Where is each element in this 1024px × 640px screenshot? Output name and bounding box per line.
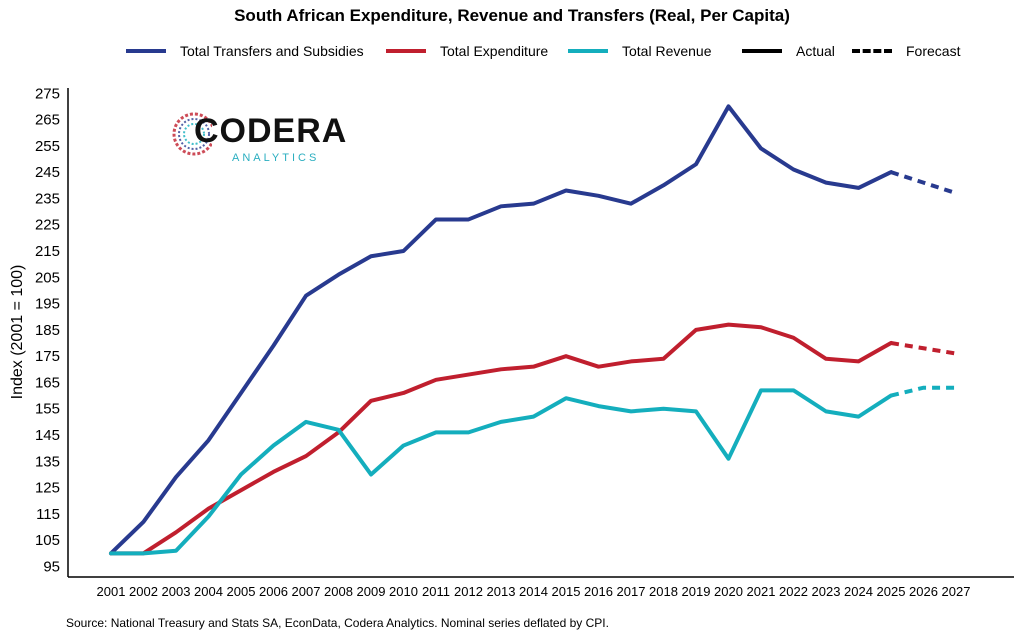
series-line-forecast-2 (890, 385, 956, 398)
x-tick-label: 2010 (389, 584, 418, 599)
y-tick-label: 155 (35, 401, 60, 418)
x-tick-label: 2004 (194, 584, 223, 599)
legend-swatch-actual (742, 49, 782, 53)
x-tick-label: 2012 (454, 584, 483, 599)
logo-subtitle: ANALYTICS (232, 152, 320, 164)
y-tick-label: 225 (35, 217, 60, 234)
y-tick-label: 145 (35, 427, 60, 444)
x-tick-label: 2026 (909, 584, 938, 599)
y-tick-label: 195 (35, 296, 60, 313)
y-axis-label: Index (2001 = 100) (9, 265, 26, 400)
y-tick-label: 235 (35, 190, 60, 207)
y-tick-label: 175 (35, 348, 60, 365)
x-tick-label: 2018 (649, 584, 678, 599)
x-tick-label: 2017 (617, 584, 646, 599)
x-tick-label: 2002 (129, 584, 158, 599)
y-tick-label: 265 (35, 112, 60, 129)
x-tick-label: 2011 (422, 584, 450, 599)
series-line-forecast-0 (890, 170, 957, 196)
x-tick-label: 2008 (324, 584, 353, 599)
x-tick-label: 2006 (259, 584, 288, 599)
y-tick-label: 125 (35, 480, 60, 497)
x-tick-label: 2023 (812, 584, 841, 599)
legend-swatch-transfers (126, 49, 166, 53)
codera-logo: CODERA ANALYTICS (172, 106, 352, 168)
series-line-forecast-1 (890, 341, 957, 356)
chart-title: South African Expenditure, Revenue and T… (234, 6, 790, 25)
legend-item-forecast: Forecast (852, 36, 960, 66)
legend-item-expenditure: Total Expenditure (386, 36, 548, 66)
legend-swatch-forecast (852, 49, 892, 53)
y-tick-label: 205 (35, 269, 60, 286)
series-lines (109, 104, 957, 556)
legend: Total Transfers and Subsidies Total Expe… (0, 36, 1024, 66)
x-tick-label: 2001 (97, 584, 126, 599)
legend-item-transfers: Total Transfers and Subsidies (126, 36, 364, 66)
legend-swatch-revenue (568, 49, 608, 53)
x-tick-label: 2025 (877, 584, 906, 599)
logo-mark-icon (172, 112, 212, 156)
legend-swatch-expenditure (386, 49, 426, 53)
legend-label-actual: Actual (796, 43, 835, 59)
x-tick-label: 2005 (227, 584, 256, 599)
y-tick-label: 95 (43, 558, 60, 575)
y-tick-label: 115 (36, 506, 60, 523)
logo-wordmark: CODERA (194, 112, 348, 150)
x-tick-label: 2019 (682, 584, 711, 599)
x-tick-label: 2016 (584, 584, 613, 599)
legend-label-expenditure: Total Expenditure (440, 43, 549, 59)
x-tick-label: 2003 (162, 584, 191, 599)
x-tick-label: 2022 (779, 584, 808, 599)
legend-label-forecast: Forecast (906, 43, 961, 59)
x-tick-label: 2024 (844, 584, 873, 599)
y-tick-label: 275 (35, 85, 60, 102)
y-tick-label: 135 (35, 453, 60, 470)
x-tick-label: 2014 (519, 584, 548, 599)
legend-item-revenue: Total Revenue (568, 36, 712, 66)
y-tick-label: 255 (35, 138, 60, 155)
x-tick-label: 2021 (747, 584, 776, 599)
axes: 95 105 115 125 135 145 155 165 175 185 195 205 215 22… (35, 85, 1014, 599)
series-line-actual-2 (109, 388, 893, 556)
legend-label-revenue: Total Revenue (622, 43, 712, 59)
y-tick-label: 245 (35, 164, 60, 181)
x-tick-label: 2007 (292, 584, 321, 599)
series-line-actual-0 (109, 104, 893, 556)
legend-item-actual: Actual (742, 36, 835, 66)
y-tick-label: 105 (35, 532, 60, 549)
x-tick-label: 2009 (357, 584, 386, 599)
x-tick-label: 2015 (552, 584, 581, 599)
y-tick-label: 215 (35, 243, 60, 260)
x-tick-label: 2027 (942, 584, 971, 599)
x-tick-label: 2020 (714, 584, 743, 599)
y-tick-label: 165 (35, 374, 60, 391)
x-tick-label: 2013 (487, 584, 516, 599)
legend-label-transfers: Total Transfers and Subsidies (180, 43, 364, 59)
y-tick-label: 185 (35, 322, 60, 339)
source-note: Source: National Treasury and Stats SA, … (66, 616, 609, 630)
series-line-actual-1 (109, 322, 893, 556)
